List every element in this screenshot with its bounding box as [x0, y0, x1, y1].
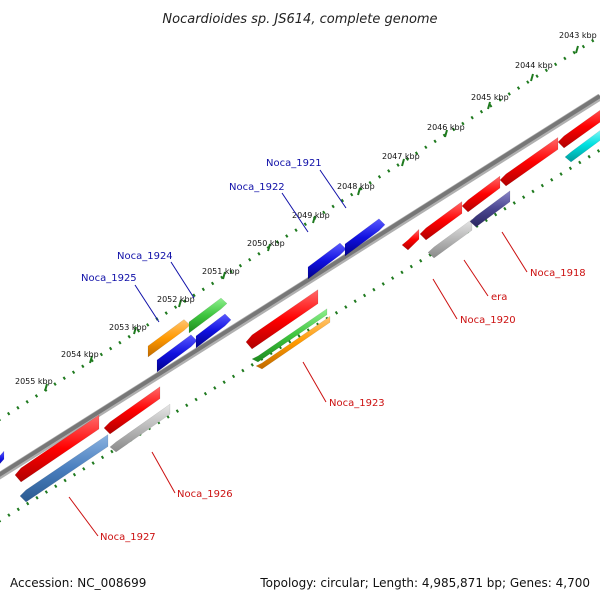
- kbp-tick-label: 2051 kbp: [202, 267, 240, 276]
- gene-label[interactable]: Noca_1920: [460, 315, 516, 326]
- kbp-tick-label: 2053 kbp: [109, 323, 147, 332]
- label-leader-line: [170, 261, 195, 299]
- label-leader-line: [501, 231, 528, 273]
- label-leader-line: [432, 278, 458, 320]
- kbp-tick-label: 2052 kbp: [157, 295, 195, 304]
- kbp-tick-mark: [401, 158, 405, 167]
- kbp-tick-label: 2054 kbp: [61, 350, 99, 359]
- gene-label[interactable]: Noca_1924: [117, 251, 173, 262]
- kbp-tick-mark: [487, 101, 491, 110]
- kbp-tick-mark: [178, 299, 182, 308]
- gene-feature[interactable]: [557, 104, 600, 149]
- gene-feature[interactable]: [564, 127, 600, 163]
- genome-stats-text: Topology: circular; Length: 4,985,871 bp…: [260, 576, 590, 590]
- gene-labels: Noca_1921 Noca_1922 Noca_1924 Noca_1925 Noca…: [81, 158, 586, 543]
- label-leader-line: [68, 496, 99, 537]
- kbp-tick-mark: [575, 45, 579, 54]
- gene-feature[interactable]: [469, 190, 511, 228]
- gene-label[interactable]: Noca_1923: [329, 398, 385, 409]
- kbp-tick-label: 2044 kbp: [515, 61, 553, 70]
- kbp-tick-mark: [44, 383, 48, 392]
- gene-feature[interactable]: [344, 218, 386, 257]
- gene-label[interactable]: Noca_1921: [266, 158, 322, 169]
- gene-feature[interactable]: [156, 334, 198, 373]
- kbp-ticks: 2043 kbp 2044 kbp 2045 kbp 2046 kbp 2047 kbp…: [15, 31, 597, 392]
- genome-backbone: [0, 94, 600, 477]
- gene-feature[interactable]: [147, 319, 191, 358]
- label-leader-line: [463, 259, 489, 297]
- gene-feature[interactable]: [461, 175, 501, 213]
- kbp-tick-mark: [444, 129, 448, 138]
- gene-label[interactable]: era: [491, 292, 507, 303]
- gene-feature[interactable]: [499, 136, 559, 187]
- gene-features: [0, 104, 600, 503]
- kbp-tick-mark: [222, 271, 226, 280]
- label-leaders: [68, 169, 528, 537]
- forward-tick-track: [0, 34, 600, 422]
- accession-text: Accession: NC_008699: [10, 576, 147, 590]
- gene-feature[interactable]: [14, 414, 100, 483]
- gene-feature[interactable]: [427, 218, 473, 259]
- kbp-tick-label: 2045 kbp: [471, 93, 509, 102]
- gene-feature[interactable]: [245, 289, 319, 350]
- gene-feature[interactable]: [255, 315, 331, 370]
- kbp-tick-mark: [312, 215, 316, 224]
- map-title: Nocardioides sp. JS614, complete genome: [162, 12, 437, 27]
- kbp-tick-label: 2043 kbp: [559, 31, 597, 40]
- gene-feature[interactable]: [195, 313, 232, 349]
- gene-label[interactable]: Noca_1918: [530, 268, 586, 279]
- kbp-tick-label: 2050 kbp: [247, 239, 285, 248]
- kbp-tick-mark: [89, 355, 93, 364]
- label-leader-line: [134, 284, 160, 323]
- gene-label[interactable]: Noca_1926: [177, 489, 233, 500]
- gene-feature[interactable]: [419, 201, 463, 241]
- gene-feature[interactable]: [103, 386, 161, 435]
- label-leader-line: [302, 361, 327, 403]
- kbp-tick-label: 2048 kbp: [337, 182, 375, 191]
- kbp-tick-label: 2055 kbp: [15, 377, 53, 386]
- gene-feature[interactable]: [109, 403, 171, 453]
- gene-feature[interactable]: [188, 297, 228, 334]
- kbp-tick-mark: [357, 187, 361, 196]
- gene-label[interactable]: Noca_1927: [100, 532, 156, 543]
- kbp-tick-mark: [267, 243, 271, 252]
- gene-feature[interactable]: [19, 434, 109, 503]
- kbp-tick-label: 2047 kbp: [382, 152, 420, 161]
- gene-feature[interactable]: [307, 242, 347, 280]
- gene-feature[interactable]: [401, 228, 420, 251]
- reverse-tick-track: [0, 148, 600, 523]
- kbp-tick-mark: [133, 326, 137, 335]
- label-leader-line: [281, 192, 309, 233]
- label-leader-line: [319, 169, 347, 209]
- label-leader-line: [151, 451, 176, 494]
- gene-feature[interactable]: [251, 308, 328, 363]
- kbp-tick-label: 2049 kbp: [292, 211, 330, 220]
- gene-label[interactable]: Noca_1925: [81, 273, 137, 284]
- gene-feature[interactable]: [0, 450, 5, 468]
- gene-label[interactable]: Noca_1922: [229, 182, 285, 193]
- kbp-tick-mark: [530, 73, 534, 82]
- kbp-tick-label: 2046 kbp: [427, 123, 465, 132]
